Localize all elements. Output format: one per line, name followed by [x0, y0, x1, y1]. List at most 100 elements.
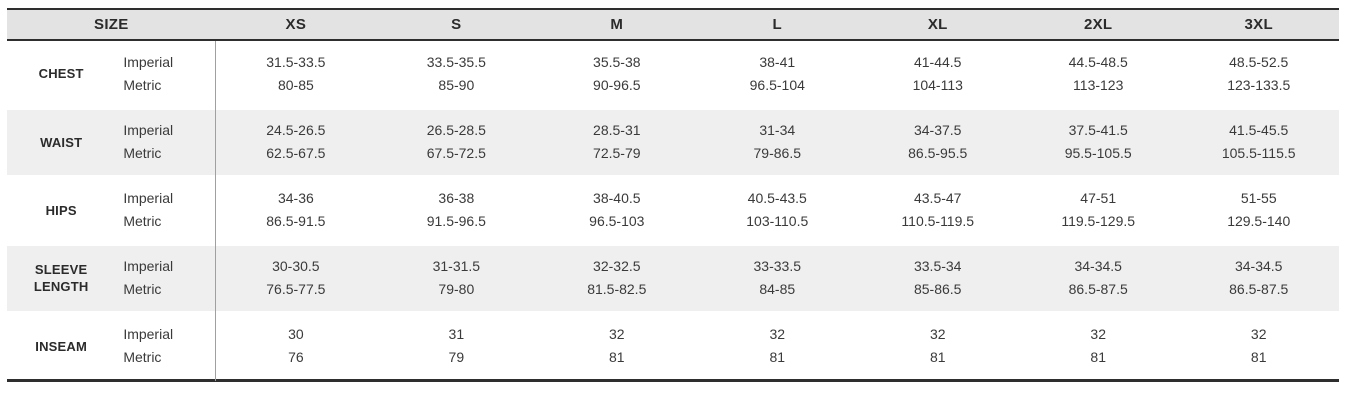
metric-value: 129.5-140 [1227, 213, 1291, 229]
metric-value: 81 [1250, 349, 1267, 365]
metric-value: 72.5-79 [593, 145, 641, 161]
header-row: SIZE XS S M L XL 2XL 3XL [7, 8, 1339, 41]
size-value-cell: 51-55 129.5-140 [1178, 176, 1339, 244]
metric-value: 84-85 [759, 281, 796, 297]
metric-unit-label: Metric [123, 281, 162, 297]
metric-value: 96.5-104 [749, 76, 805, 93]
row-label: WAIST [7, 106, 116, 178]
row-label: SLEEVE LENGTH [7, 242, 116, 314]
metric-value: 96.5-103 [589, 213, 645, 229]
size-value-cell: 40.5-43.5 103-110.5 [697, 176, 857, 244]
imperial-value: 43.5-47 [913, 190, 962, 206]
size-value-cell: 26.5-28.5 67.5-72.5 [376, 106, 537, 178]
size-value-cell: 30-30.5 76.5-77.5 [215, 242, 377, 314]
imperial-value: 33-33.5 [753, 258, 801, 274]
size-value-cell: 30 76 [216, 312, 376, 380]
metric-value: 81 [929, 349, 946, 365]
imperial-value: 33.5-35.5 [426, 53, 486, 70]
imperial-value: 34-37.5 [913, 122, 962, 138]
metric-value: 80-85 [277, 76, 314, 93]
table-row-sleeve-length: SLEEVE LENGTH Imperial Metric 30-30.5 76.… [7, 242, 1339, 314]
size-value-cell: 33.5-35.5 85-90 [376, 40, 536, 108]
size-value-cell: 44.5-48.5 113-123 [1018, 40, 1178, 108]
size-value-cell: 33.5-34 85-86.5 [857, 242, 1018, 314]
metric-unit-label: Metric [123, 349, 162, 365]
imperial-value: 31 [448, 326, 465, 342]
size-value-cell: 31-34 79-86.5 [697, 106, 858, 178]
imperial-value: 38-40.5 [593, 190, 641, 206]
size-value-cell: 38-40.5 96.5-103 [537, 176, 697, 244]
imperial-value: 31.5-33.5 [266, 53, 326, 70]
metric-value: 86.5-95.5 [908, 145, 968, 161]
size-value-cell: 47-51 119.5-129.5 [1018, 176, 1178, 244]
table-row-chest: CHEST Imperial Metric 31.5-33.5 80-85 33.… [7, 40, 1339, 108]
imperial-value: 37.5-41.5 [1068, 122, 1128, 138]
size-value-cell: 31-31.5 79-80 [376, 242, 537, 314]
size-value-cell: 32 81 [1018, 312, 1178, 380]
header-3xl: 3XL [1178, 8, 1339, 41]
metric-value: 79 [448, 349, 465, 365]
size-value-cell: 34-37.5 86.5-95.5 [857, 106, 1018, 178]
metric-value: 119.5-129.5 [1061, 213, 1136, 229]
imperial-value: 30-30.5 [272, 258, 320, 274]
metric-value: 86.5-91.5 [266, 213, 326, 229]
imperial-value: 32 [1090, 326, 1106, 342]
imperial-value: 33.5-34 [913, 258, 962, 274]
metric-value: 85-90 [438, 76, 475, 93]
metric-value: 81 [609, 349, 625, 365]
metric-value: 85-86.5 [913, 281, 962, 297]
size-value-cell: 32 81 [1178, 312, 1339, 380]
metric-value: 113-123 [1073, 76, 1124, 93]
metric-value: 105.5-115.5 [1221, 145, 1296, 161]
header-xs: XS [215, 8, 377, 41]
imperial-unit-label: Imperial [123, 190, 174, 206]
imperial-value: 40.5-43.5 [747, 190, 807, 206]
imperial-value: 32 [609, 326, 625, 342]
imperial-value: 44.5-48.5 [1068, 53, 1128, 70]
table-row-inseam: INSEAM Imperial Metric 30 76 31 79 32 81 32… [7, 312, 1339, 380]
header-2xl: 2XL [1017, 8, 1179, 41]
imperial-value: 32 [769, 326, 786, 342]
metric-unit-label: Metric [123, 76, 162, 93]
imperial-value: 48.5-52.5 [1229, 53, 1289, 70]
metric-value: 76.5-77.5 [266, 281, 326, 297]
size-value-cell: 37.5-41.5 95.5-105.5 [1017, 106, 1179, 178]
imperial-value: 28.5-31 [593, 122, 641, 138]
header-xl: XL [857, 8, 1018, 41]
imperial-value: 51-55 [1240, 190, 1277, 206]
size-value-cell: 34-34.5 86.5-87.5 [1017, 242, 1179, 314]
size-value-cell: 32 81 [537, 312, 697, 380]
imperial-value: 34-34.5 [1074, 258, 1122, 274]
imperial-value: 30 [288, 326, 304, 342]
size-value-cell: 32-32.5 81.5-82.5 [536, 242, 698, 314]
imperial-value: 34-36 [277, 190, 314, 206]
size-value-cell: 34-34.5 86.5-87.5 [1178, 242, 1339, 314]
unit-labels-cell: Imperial Metric [115, 312, 215, 380]
header-m: M [536, 8, 698, 41]
imperial-unit-label: Imperial [123, 326, 174, 342]
metric-value: 104-113 [912, 76, 963, 93]
imperial-unit-label: Imperial [123, 53, 174, 70]
metric-value: 62.5-67.5 [266, 145, 326, 161]
size-value-cell: 31 79 [376, 312, 536, 380]
metric-value: 95.5-105.5 [1064, 145, 1132, 161]
unit-labels-cell: Imperial Metric [115, 106, 216, 178]
metric-unit-label: Metric [123, 213, 162, 229]
metric-value: 91.5-96.5 [426, 213, 486, 229]
header-l: L [697, 8, 858, 41]
unit-labels-cell: Imperial Metric [115, 242, 216, 314]
metric-value: 90-96.5 [593, 76, 641, 93]
imperial-value: 47-51 [1080, 190, 1117, 206]
metric-unit-label: Metric [123, 145, 162, 161]
size-value-cell: 32 81 [697, 312, 857, 380]
size-value-cell: 34-36 86.5-91.5 [216, 176, 376, 244]
size-value-cell: 32 81 [858, 312, 1018, 380]
metric-value: 81 [769, 349, 786, 365]
size-value-cell: 41-44.5 104-113 [858, 40, 1018, 108]
metric-value: 81 [1090, 349, 1106, 365]
size-value-cell: 41.5-45.5 105.5-115.5 [1178, 106, 1339, 178]
table-row-hips: HIPS Imperial Metric 34-36 86.5-91.5 36-3… [7, 176, 1339, 244]
imperial-value: 36-38 [438, 190, 475, 206]
metric-value: 79-80 [438, 281, 475, 297]
imperial-value: 31-34 [759, 122, 796, 138]
